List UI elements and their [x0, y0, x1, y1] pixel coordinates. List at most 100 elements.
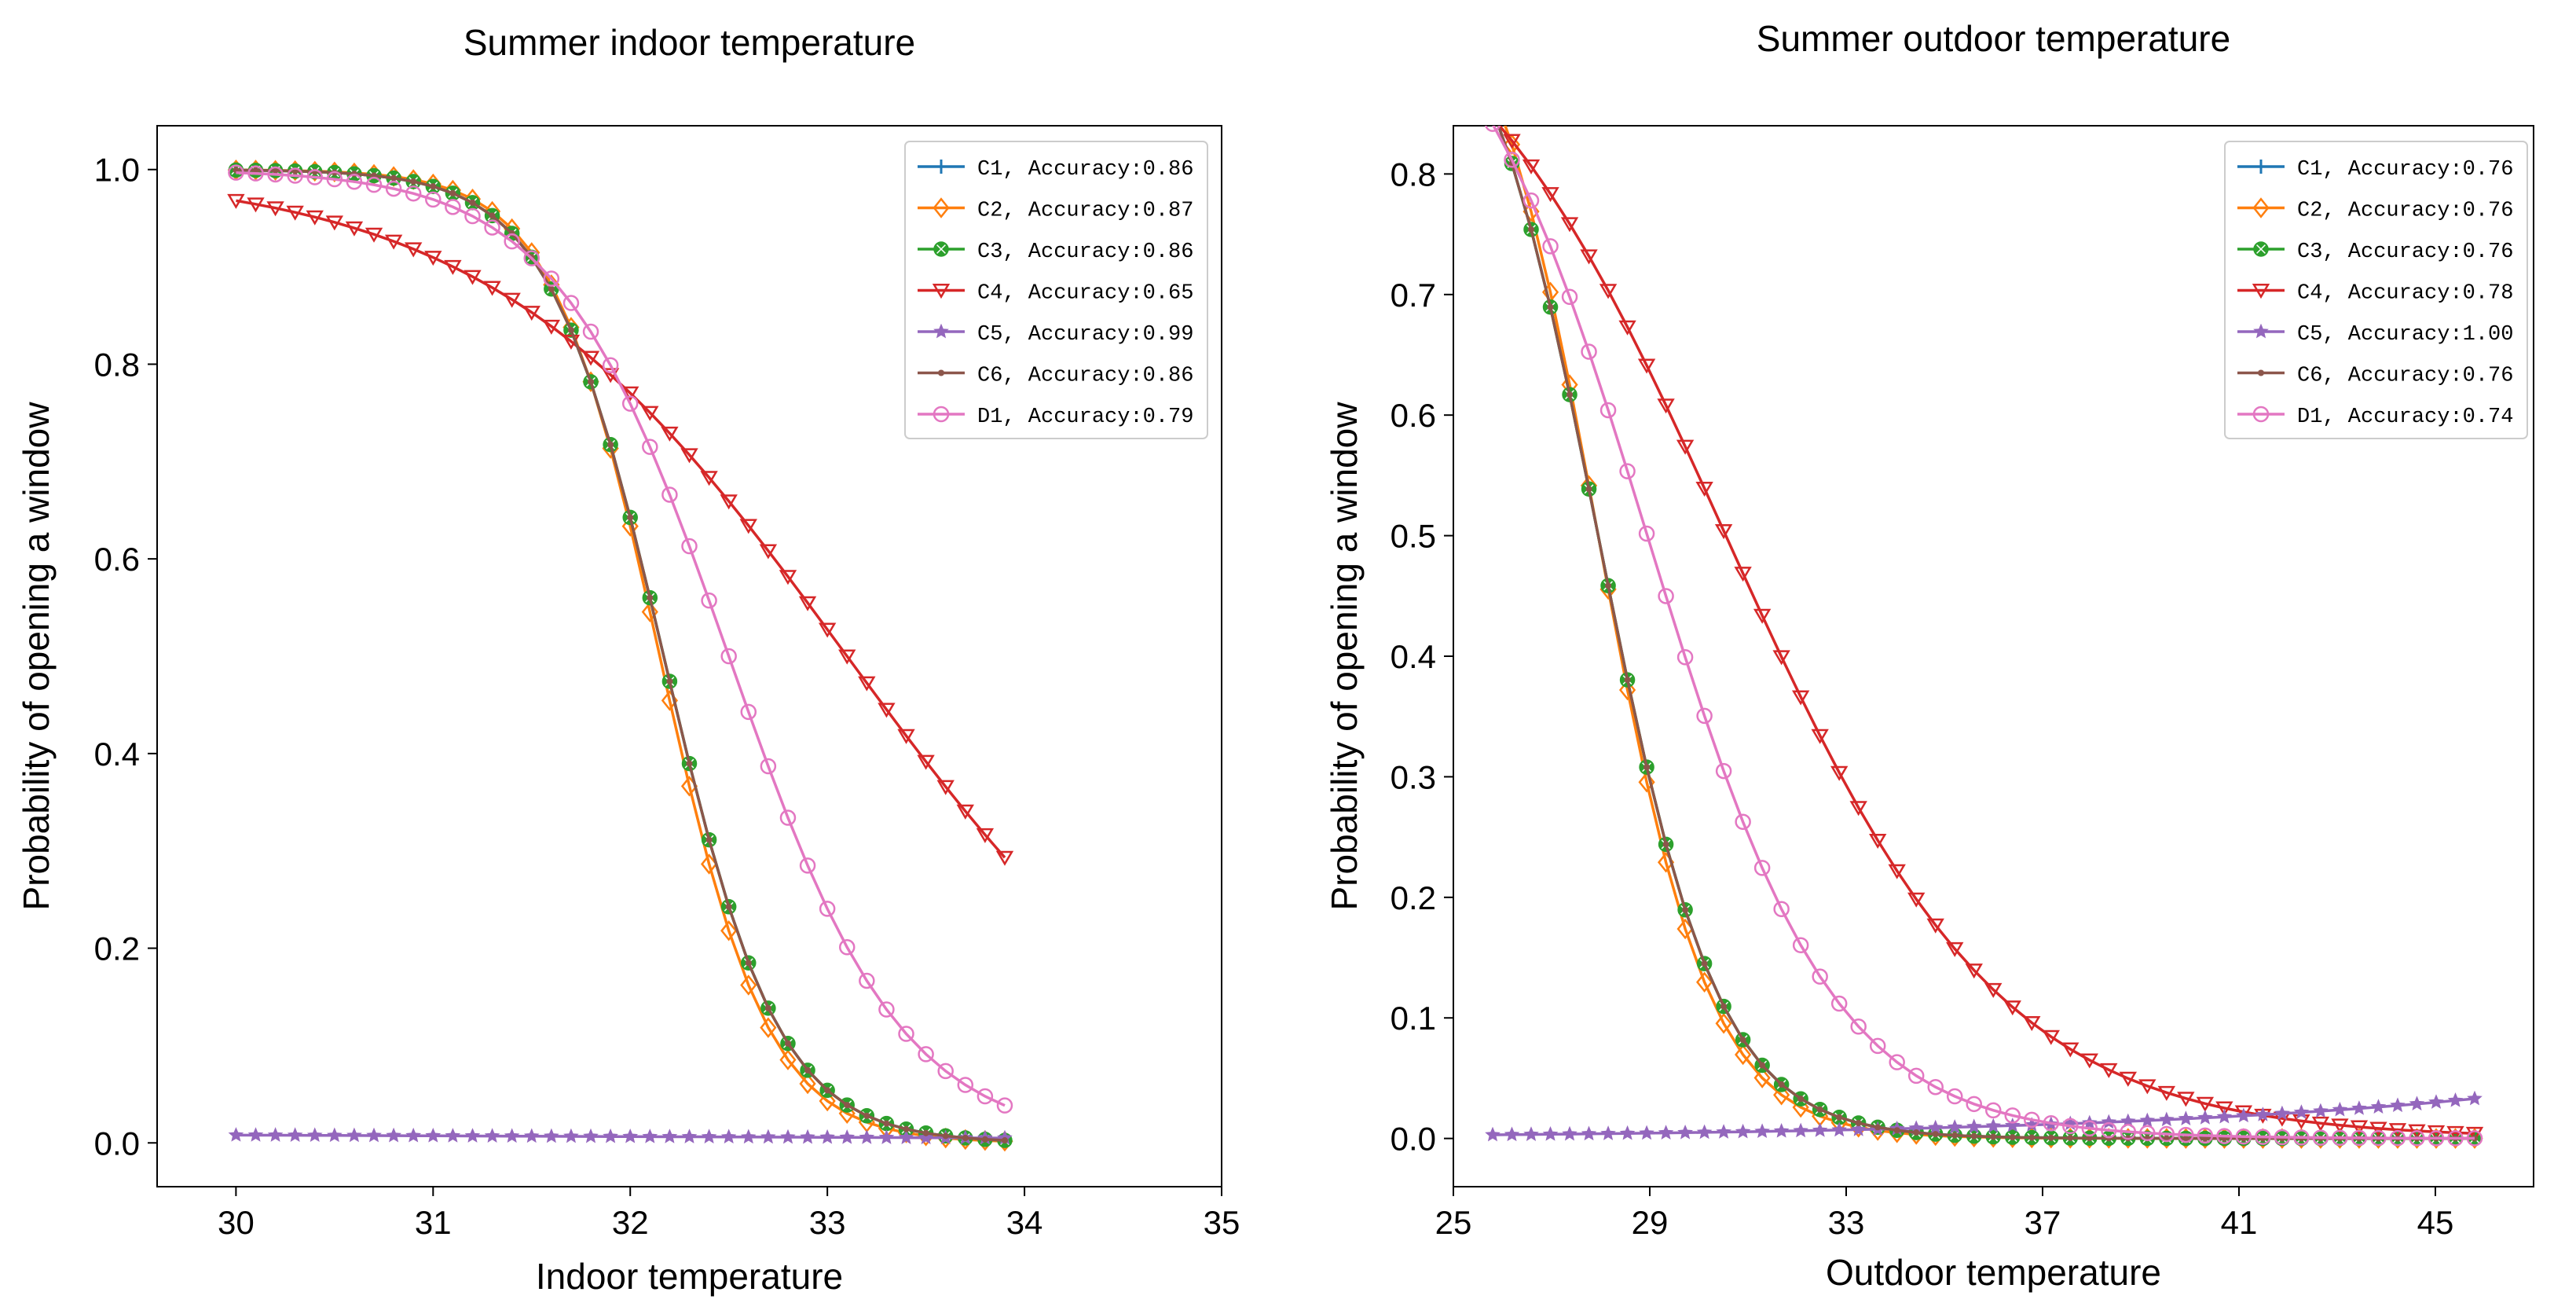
legend-label-d1: D1, Accuracy:0.74: [2297, 406, 2513, 429]
data-point-c5: [2004, 1117, 2021, 1132]
data-point-c4: [1522, 159, 1541, 174]
legend-box: [2224, 141, 2528, 439]
series-line-c4: [1497, 126, 2475, 1136]
data-point-d1: [2370, 1129, 2387, 1147]
data-point-c6: [252, 167, 259, 174]
data-point-d1: [1927, 1078, 1944, 1096]
data-point-c5: [1793, 1122, 1808, 1138]
data-point-c6: [1932, 1131, 1939, 1138]
data-point-d1: [819, 901, 836, 917]
data-point-d1: [661, 486, 678, 503]
data-point-c4: [1503, 134, 1521, 149]
data-point-c5: [2313, 1103, 2329, 1118]
data-point-c5: [484, 1128, 500, 1143]
data-point-d1: [2216, 1128, 2233, 1144]
data-point-d1: [859, 972, 875, 989]
data-point-c6: [883, 1120, 890, 1127]
data-point-c4: [680, 448, 698, 464]
data-point-c5: [247, 1127, 264, 1142]
data-point-d1: [2004, 1107, 2021, 1124]
data-point-d1: [878, 1001, 895, 1018]
data-point-c4: [2465, 1126, 2484, 1142]
data-point-c4: [878, 703, 896, 718]
x-tick-label: 31: [415, 1204, 452, 1241]
data-point-c5: [1562, 1125, 1577, 1141]
data-point-d1: [2158, 1125, 2175, 1143]
data-point-d1: [1830, 995, 1848, 1012]
legend-label-d1: D1, Accuracy:0.79: [977, 406, 1193, 429]
data-point-d1: [2255, 1129, 2271, 1145]
data-point-d1: [1619, 463, 1636, 479]
data-point-d1: [464, 207, 481, 225]
data-point-c6: [962, 1134, 969, 1142]
data-point-d1: [562, 295, 580, 311]
data-point-c5: [720, 1129, 737, 1144]
legend-marker-c5: [2253, 323, 2269, 339]
data-point-d1: [1907, 1067, 1925, 1085]
data-point-c2: [760, 1017, 777, 1038]
data-point-c5: [306, 1127, 323, 1143]
data-point-d1: [2466, 1130, 2483, 1147]
y-tick-label: 0.3: [1391, 758, 1436, 795]
legend-marker-c2: [933, 197, 950, 218]
data-point-d1: [1869, 1037, 1886, 1055]
data-point-c4: [838, 649, 856, 665]
data-point-c5: [2390, 1097, 2406, 1113]
x-tick-label: 32: [612, 1204, 649, 1241]
data-point-c4: [1676, 439, 1695, 455]
data-point-c5: [583, 1128, 599, 1143]
data-point-d1: [247, 165, 264, 182]
y-tick-label: 0.4: [1391, 638, 1436, 675]
data-point-c6: [272, 167, 279, 174]
data-point-c4: [1946, 941, 1964, 957]
data-point-c5: [2236, 1107, 2252, 1123]
data-point-c4: [1714, 524, 1733, 540]
data-point-c4: [1580, 249, 1598, 265]
data-point-d1: [287, 167, 303, 184]
data-point-c5: [1677, 1125, 1693, 1140]
data-point-c4: [384, 234, 403, 250]
data-point-c4: [2100, 1063, 2118, 1078]
series-line-c5: [236, 1133, 1006, 1140]
data-point-c2: [819, 1090, 836, 1112]
data-point-c5: [1927, 1119, 1944, 1135]
data-point-c5: [1600, 1125, 1616, 1140]
data-point-d1: [2235, 1128, 2252, 1145]
indoor-chart: Summer indoor temperature 30 31 32 33 34 35 0.0…: [16, 22, 1240, 1297]
data-point-c5: [622, 1129, 639, 1143]
data-point-c6: [824, 1087, 831, 1094]
plot-frame: [156, 125, 1222, 1187]
data-point-c4: [2311, 1116, 2330, 1132]
data-point-c6: [1643, 764, 1651, 771]
x-tick-label: 45: [2417, 1204, 2454, 1241]
data-point-d1: [2447, 1130, 2464, 1147]
data-point-d1: [228, 164, 244, 181]
data-point-c5: [1716, 1124, 1731, 1139]
data-point-d1: [425, 191, 442, 208]
data-point-c6: [410, 178, 417, 185]
data-point-c6: [981, 1136, 988, 1143]
data-point-c5: [780, 1129, 796, 1144]
data-point-c4: [1965, 963, 1983, 979]
data-point-c4: [1907, 892, 1926, 908]
data-point-c5: [2428, 1094, 2444, 1109]
data-point-c6: [1605, 582, 1612, 589]
data-point-d1: [977, 1088, 994, 1105]
data-point-c4: [325, 215, 344, 231]
data-point-c6: [1662, 841, 1669, 848]
data-point-d1: [740, 703, 757, 721]
data-point-d1: [2428, 1130, 2445, 1147]
data-point-c4: [2119, 1071, 2138, 1087]
outdoor-chart: Summer outdoor temperature 25 29 33 37 41 45 0.…: [1324, 18, 2534, 1293]
data-point-c6: [469, 199, 476, 206]
data-point-c4: [345, 221, 364, 237]
data-point-c5: [2159, 1111, 2175, 1127]
y-tick-label: 0.2: [94, 930, 140, 967]
data-point-c4: [266, 201, 284, 217]
data-point-c6: [745, 960, 752, 967]
data-point-d1: [2101, 1121, 2117, 1139]
data-point-c6: [1874, 1124, 1882, 1131]
data-point-d1: [484, 219, 500, 236]
data-point-c2: [740, 974, 757, 996]
x-tick-label: 25: [1435, 1204, 1472, 1241]
